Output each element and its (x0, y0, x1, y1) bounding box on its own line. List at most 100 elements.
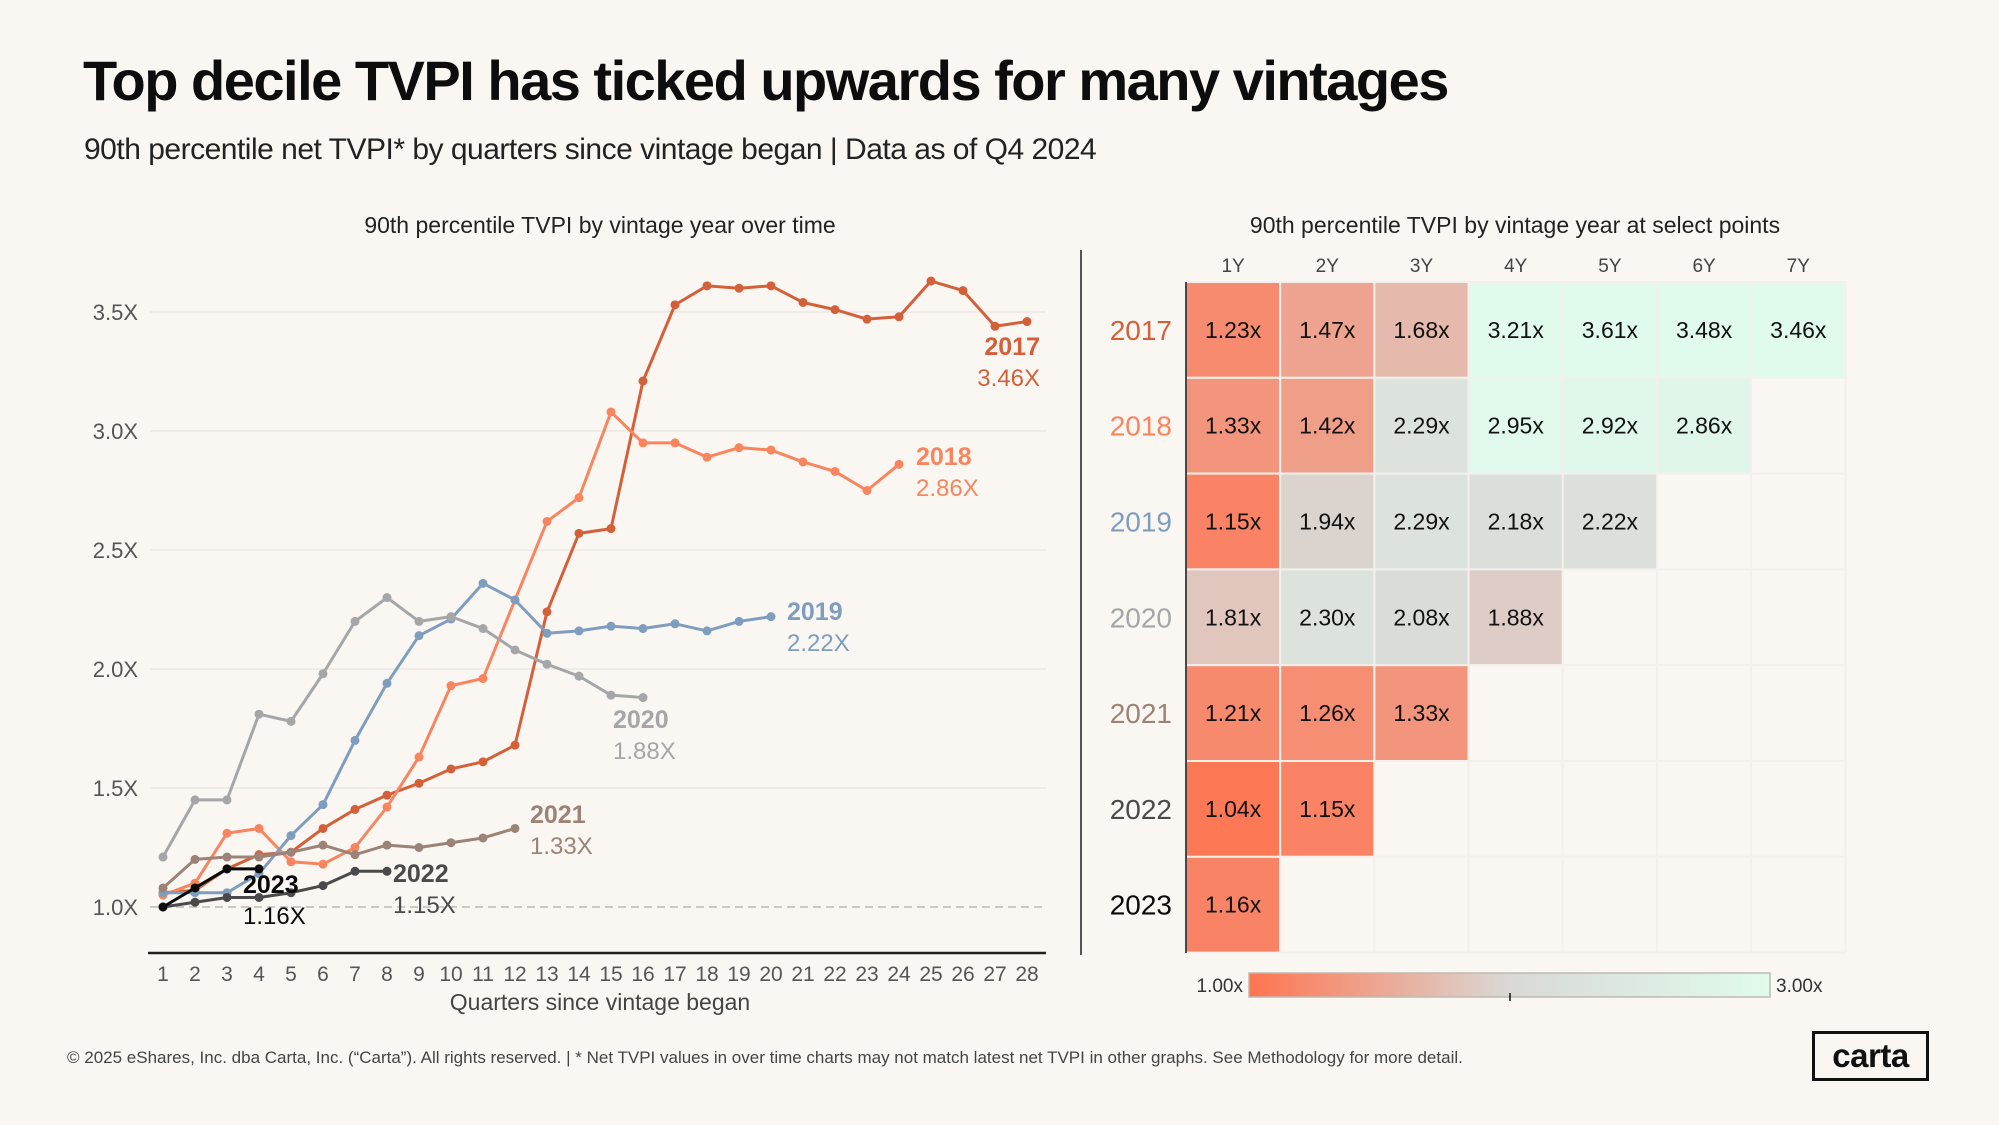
heatmap-cell-fill (1373, 855, 1470, 954)
heatmap-cell (1373, 760, 1470, 858)
heatmap-row-header: 2020 (1110, 602, 1172, 633)
data-point-2018 (478, 674, 488, 684)
data-point-2021 (222, 852, 232, 862)
data-point-2017 (606, 524, 616, 534)
x-tick-label: 13 (535, 963, 558, 986)
series-label-year: 2017 (984, 333, 1040, 361)
data-point-2017 (574, 528, 584, 538)
series-labels: 2017 3.46X 2018 2.86X 2019 2.22X 2020 1.88X 2021… (243, 333, 1040, 930)
x-tick-label: 5 (285, 963, 297, 986)
data-point-2018 (862, 486, 872, 495)
x-tick-label: 27 (983, 963, 1006, 986)
data-point-2020 (446, 612, 456, 622)
heatmap-cell-value: 2.29x (1393, 413, 1450, 439)
data-point-2019 (350, 735, 360, 745)
data-point-2017 (926, 276, 936, 286)
heatmap-cell (1373, 855, 1470, 954)
heatmap-cell-fill (1373, 472, 1470, 571)
series-line-2019 (163, 581, 772, 895)
heatmap-cell-value: 1.47x (1299, 317, 1356, 343)
series-group (158, 276, 1032, 912)
heatmap-cell-value: 2.30x (1299, 604, 1356, 630)
heatmap-cell-fill (1279, 281, 1376, 379)
y-tick-label: 3.0X (93, 419, 139, 444)
series-label-value: 1.88X (613, 738, 676, 765)
heatmap-cell-fill (1279, 472, 1376, 571)
heatmap-cell: 2.29x (1373, 472, 1470, 571)
heatmap-cell-fill (1750, 568, 1847, 667)
data-point-2018 (254, 823, 264, 833)
heatmap-row-header: 2019 (1110, 507, 1172, 538)
data-point-2019 (702, 626, 712, 636)
data-point-2018 (670, 438, 680, 448)
data-point-2017 (350, 804, 360, 814)
heatmap-row-header: 2018 (1110, 411, 1172, 442)
heatmap-column-header: 2Y (1316, 256, 1340, 277)
data-point-2022 (382, 866, 392, 876)
y-tick-label: 1.5X (93, 776, 139, 801)
data-point-2019 (670, 619, 680, 629)
series-label-value: 1.33X (530, 833, 593, 860)
x-tick-label: 15 (599, 963, 622, 986)
color-scale-min-label: 1.00x (1197, 976, 1244, 997)
heatmap-cell: 1.33x (1373, 664, 1470, 763)
x-tick-label: 2 (189, 963, 201, 986)
x-tick-label: 23 (855, 963, 878, 986)
heatmap-cell (1561, 664, 1659, 763)
heatmap-cell: 1.16x (1185, 855, 1282, 954)
data-point-2019 (478, 578, 488, 588)
data-point-2018 (894, 459, 904, 469)
data-point-2022 (222, 892, 232, 902)
heatmap-cell-fill (1656, 664, 1753, 763)
data-point-2018 (382, 802, 392, 812)
y-axis-ticks: 1.0X 1.5X 2.0X 2.5X 3.0X 3.5X (93, 300, 139, 920)
heatmap-cell-fill (1185, 760, 1282, 858)
data-point-2020 (222, 795, 232, 805)
y-tick-label: 3.5X (93, 300, 139, 325)
data-point-2020 (478, 624, 488, 634)
heatmap-cell (1561, 568, 1659, 667)
series-label-year: 2022 (393, 860, 449, 888)
x-axis-ticks: 1 2 3 4 5 6 7 8 9 10 11 12 13 14 15 16 17 18 19 20 21 22 23 24 2… (157, 963, 1039, 986)
color-scale: 1.00x 3.00x (1197, 972, 1823, 1001)
heatmap-cell-fill (1656, 281, 1753, 379)
data-point-2019 (734, 616, 744, 626)
heatmap-cell-fill (1750, 472, 1847, 571)
x-tick-label: 12 (503, 963, 526, 986)
series-line-2017 (162, 279, 1028, 895)
data-point-2018 (318, 859, 328, 869)
heatmap-cell-value: 3.21x (1488, 317, 1545, 343)
heatmap-column-header: 1Y (1221, 256, 1245, 277)
color-scale-max-label: 3.00x (1776, 976, 1823, 997)
heatmap-cell: 2.95x (1467, 376, 1564, 475)
heatmap-cell-fill (1467, 760, 1564, 858)
data-point-2018 (350, 843, 360, 852)
data-point-2021 (382, 840, 392, 850)
heatmap-cell-fill (1467, 376, 1564, 475)
heatmap-cell-value: 2.29x (1393, 509, 1450, 535)
data-point-2019 (542, 628, 552, 638)
heatmap-cell-fill (1373, 664, 1470, 763)
data-point-2017 (510, 740, 520, 750)
heatmap-cell-value: 1.81x (1205, 604, 1262, 630)
x-tick-label: 10 (439, 963, 462, 986)
heatmap-cell-value: 1.15x (1205, 509, 1262, 535)
data-point-2017 (318, 823, 328, 833)
heatmap-cell: 2.29x (1373, 376, 1470, 475)
carta-logo[interactable]: carta (1812, 1031, 1929, 1081)
x-tick-label: 4 (253, 963, 265, 986)
data-point-2022 (350, 866, 360, 876)
line-chart-title: 90th percentile TVPI by vintage year ove… (364, 212, 836, 238)
data-point-2017 (990, 321, 1000, 331)
data-point-2019 (766, 612, 776, 622)
heatmap-cell-value: 1.33x (1205, 413, 1262, 439)
heatmap-cell: 1.42x (1279, 376, 1376, 475)
heatmap-cell-value: 1.15x (1299, 796, 1356, 822)
heatmap-cell (1467, 855, 1564, 954)
heatmap-cell: 3.46x (1750, 281, 1847, 379)
heatmap-cell (1750, 855, 1847, 954)
data-point-2017 (382, 790, 392, 800)
heatmap-cell (1750, 760, 1847, 858)
heatmap-cell-value: 3.48x (1676, 317, 1733, 343)
heatmap-cell: 2.22x (1561, 472, 1659, 571)
